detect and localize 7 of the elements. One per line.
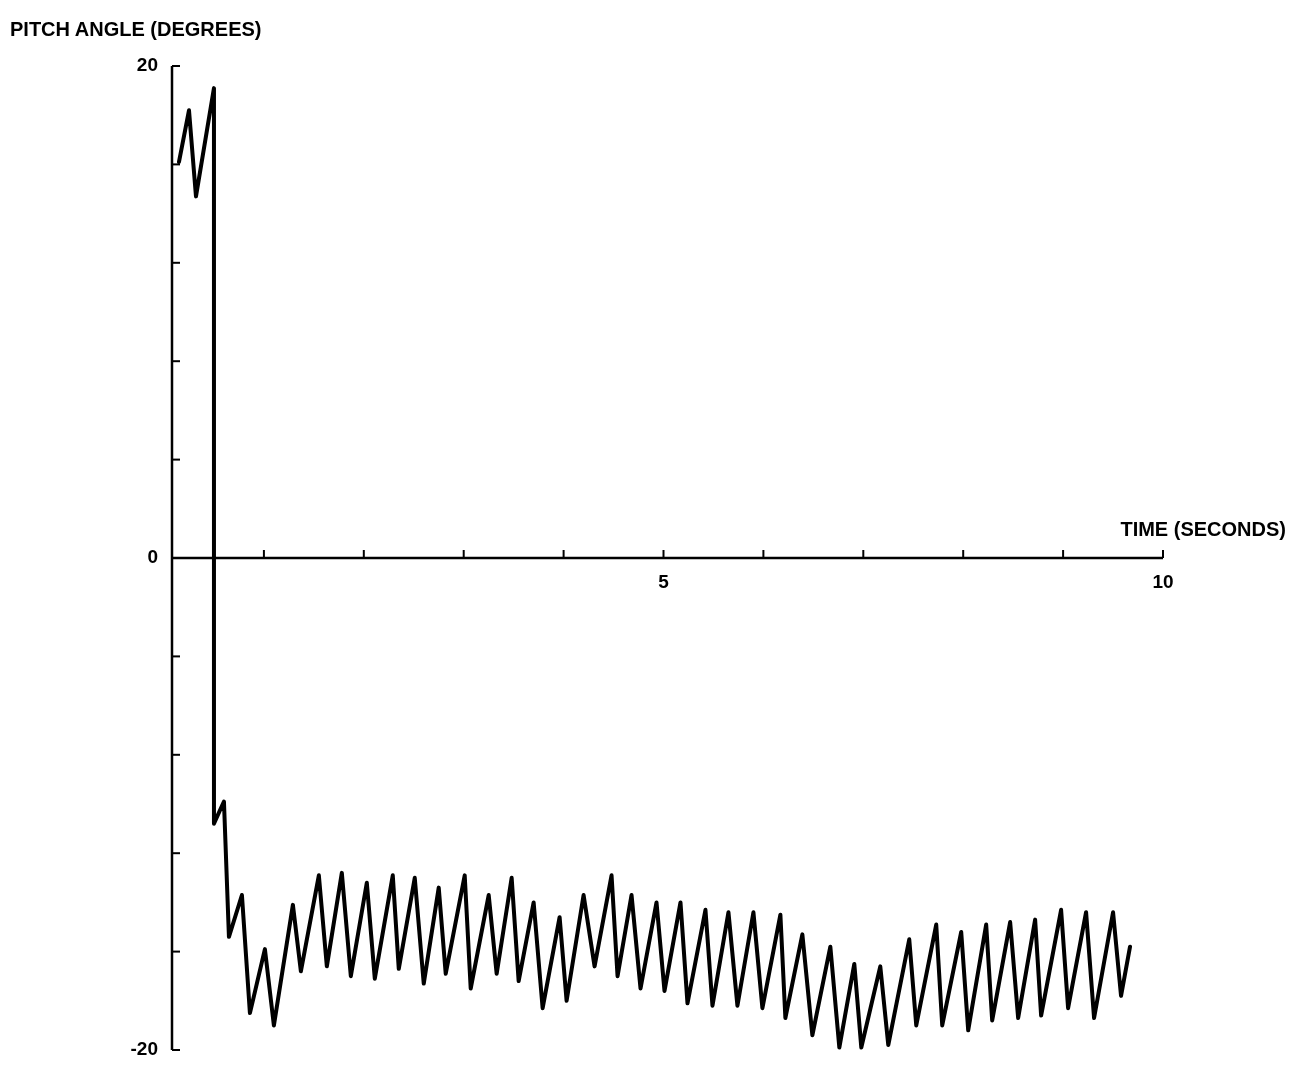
y-tick-label: 0 bbox=[147, 546, 158, 568]
y-axis-title: PITCH ANGLE (DEGREES) bbox=[10, 18, 262, 40]
x-tick-label: 10 bbox=[1152, 571, 1174, 592]
x-axis-title: TIME (SECONDS) bbox=[1120, 518, 1286, 540]
x-tick-label: 5 bbox=[658, 571, 670, 592]
y-tick-label: 20 bbox=[136, 54, 158, 76]
y-tick-label: -20 bbox=[130, 1038, 158, 1060]
